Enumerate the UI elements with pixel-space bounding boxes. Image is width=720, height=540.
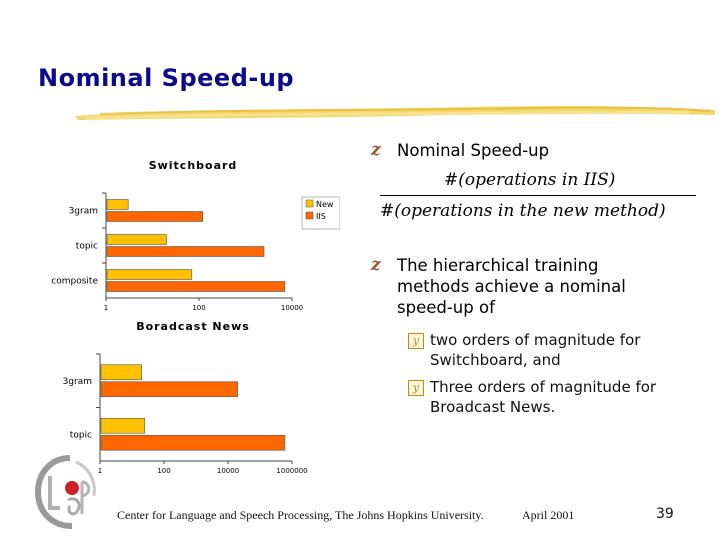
sub-bullet-line: Switchboard, and xyxy=(430,351,561,369)
fraction-bar xyxy=(380,195,696,196)
bullet-text: Nominal Speed-up xyxy=(397,141,550,160)
bar-iis-topic xyxy=(106,246,265,257)
x-tick-label: 10000 xyxy=(281,304,303,312)
bar-new-3gram xyxy=(106,199,129,210)
bar-new-topic xyxy=(106,234,167,245)
legend-label: IIS xyxy=(316,212,326,221)
bullet-line: The hierarchical training xyxy=(397,256,599,275)
bullet-line: speed-up of xyxy=(397,298,495,317)
sub-bullet-marker-icon: y xyxy=(408,380,424,396)
sub-bullet-line: Three orders of magnitude for xyxy=(430,378,657,396)
sub-bullet-switchboard: y two orders of magnitude for Switchboar… xyxy=(408,330,641,370)
bar-iis-topic xyxy=(100,434,286,451)
category-label: 3gram xyxy=(69,207,98,217)
bar-new-composite xyxy=(106,269,193,280)
bar-iis-composite xyxy=(106,281,286,292)
bullet-hierarchical-training: z The hierarchical training methods achi… xyxy=(371,255,626,318)
footer-organization: Center for Language and Speech Processin… xyxy=(117,508,484,522)
x-tick-label: 100 xyxy=(157,467,170,475)
switchboard-chart: Switchboard 3gram topic composite 1 100 10000 N… xyxy=(51,159,340,312)
slide-title: Nominal Speed-up xyxy=(38,64,295,92)
sub-bullet-line: two orders of magnitude for xyxy=(430,331,641,349)
footer-date: April 2001 xyxy=(522,508,575,522)
bullet-line: methods achieve a nominal xyxy=(397,277,626,296)
broadcast-news-chart: Boradcast News 3gram topic 1 100 10000 1000000 xyxy=(63,320,308,475)
x-tick-label: 100 xyxy=(192,304,205,312)
formula-denominator: #(operations in the new method) xyxy=(380,201,666,221)
sub-bullet-line: Broadcast News. xyxy=(430,398,556,416)
title-underline-decoration xyxy=(75,106,715,120)
category-label: composite xyxy=(51,277,98,287)
chart-title: Switchboard xyxy=(149,159,238,172)
category-label: topic xyxy=(70,430,92,440)
bullet-marker-icon: z xyxy=(371,255,381,275)
bullet-marker-icon: z xyxy=(371,140,381,160)
sub-bullet-marker-icon: y xyxy=(408,333,424,349)
x-tick-label: 1000000 xyxy=(276,467,307,475)
bullet-nominal-speedup: z Nominal Speed-up xyxy=(371,140,550,161)
bar-iis-3gram xyxy=(100,381,238,398)
legend-swatch xyxy=(305,211,314,220)
x-tick-label: 10000 xyxy=(217,467,239,475)
legend-swatch xyxy=(305,199,314,208)
bar-new-3gram xyxy=(100,364,142,381)
x-tick-label: 1 xyxy=(98,467,102,475)
category-label: 3gram xyxy=(63,377,92,387)
bar-new-topic xyxy=(100,417,146,434)
clsp-logo xyxy=(34,455,96,529)
page-number: 39 xyxy=(656,506,674,522)
category-label: topic xyxy=(76,242,98,252)
formula-numerator: #(operations in IIS) xyxy=(444,170,616,190)
legend-label: New xyxy=(316,200,334,209)
chart-title: Boradcast News xyxy=(136,320,250,333)
x-tick-label: 1 xyxy=(104,304,108,312)
sub-bullet-broadcast-news: y Three orders of magnitude for Broadcas… xyxy=(408,377,657,417)
bar-iis-3gram xyxy=(106,211,203,222)
